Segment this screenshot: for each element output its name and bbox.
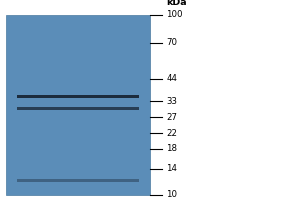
Bar: [6, 15, 150, 195]
Text: 22: 22: [167, 129, 178, 138]
Bar: [17, 107, 139, 110]
Text: 33: 33: [167, 97, 178, 106]
Bar: [17, 95, 139, 98]
Text: 14: 14: [167, 164, 178, 173]
Text: 70: 70: [167, 38, 178, 47]
Text: 18: 18: [167, 144, 178, 153]
Text: 100: 100: [167, 10, 183, 19]
Text: 44: 44: [167, 74, 178, 83]
Text: 10: 10: [167, 190, 178, 199]
Bar: [17, 179, 139, 182]
Text: kDa: kDa: [167, 0, 187, 7]
Text: 27: 27: [167, 113, 178, 122]
